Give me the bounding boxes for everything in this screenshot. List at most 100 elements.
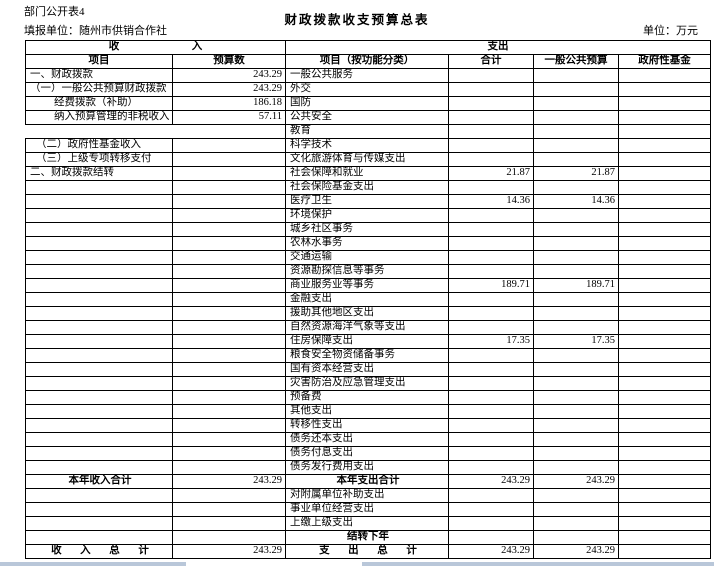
- expense-item-cell: 农林水事务: [285, 236, 449, 251]
- income-budget-cell: 243.29: [172, 82, 286, 97]
- col-header-income-budget: 预算数: [172, 54, 286, 69]
- expense-item-cell: 社会保障和就业: [285, 166, 449, 181]
- income-budget-cell: 243.29: [172, 68, 286, 83]
- expense-item-cell: 债务还本支出: [285, 432, 449, 447]
- expense-fund-cell: [618, 306, 711, 321]
- expense-fund-cell: [618, 390, 711, 405]
- col-header-gov-fund: 政府性基金: [618, 54, 711, 69]
- expense-fund-cell: [618, 418, 711, 433]
- expense-item-cell: 医疗卫生: [285, 194, 449, 209]
- expense-item-cell: 灾害防治及应急管理支出: [285, 376, 449, 391]
- expense-total-cell: [448, 292, 534, 307]
- bottom-scrollbar-segment-left[interactable]: [0, 562, 186, 566]
- expense-general-cell: [533, 306, 619, 321]
- income-item-cell: [25, 334, 173, 349]
- table-header-row-group: 收 入 支出: [25, 40, 711, 55]
- income-item-cell: （一）一般公共预算财政拨款: [25, 82, 173, 97]
- expense-general-cell: [533, 460, 619, 475]
- income-item-cell: [25, 124, 173, 139]
- budget-table: 收 入 支出 项目 预算数 项目（按功能分类） 合计 一般公共预算 政府性基金 …: [25, 40, 711, 559]
- table-row: （三）上级专项转移支付 文化旅游体育与传媒支出: [25, 152, 711, 167]
- col-header-total: 合计: [448, 54, 534, 69]
- expense-item-cell: 国有资本经营支出: [285, 362, 449, 377]
- expense-general-cell: [533, 376, 619, 391]
- income-item-cell: [25, 180, 173, 195]
- expense-total-cell: 243.29: [448, 544, 534, 559]
- expense-total-cell: [448, 180, 534, 195]
- expense-general-cell: [533, 418, 619, 433]
- expense-general-cell: [533, 292, 619, 307]
- expense-fund-cell: [618, 138, 711, 153]
- expense-fund-cell: [618, 348, 711, 363]
- expense-general-cell: [533, 446, 619, 461]
- expense-general-cell: [533, 208, 619, 223]
- expense-item-cell: 事业单位经营支出: [285, 502, 449, 517]
- income-item-cell: 纳入预算管理的非税收入: [25, 110, 173, 125]
- expense-general-cell: [533, 124, 619, 139]
- income-item-cell: [25, 432, 173, 447]
- table-row: 国有资本经营支出: [25, 362, 711, 377]
- expense-general-cell: [533, 68, 619, 83]
- expense-total-cell: [448, 222, 534, 237]
- expense-fund-cell: [618, 166, 711, 181]
- table-row: 预备费: [25, 390, 711, 405]
- expense-item-cell: 社会保险基金支出: [285, 180, 449, 195]
- expense-total-cell: [448, 390, 534, 405]
- income-item-cell: [25, 222, 173, 237]
- expense-total-cell: [448, 362, 534, 377]
- expense-total-cell: 243.29: [448, 474, 534, 489]
- expense-item-cell: 城乡社区事务: [285, 222, 449, 237]
- expense-total-cell: [448, 306, 534, 321]
- bottom-scrollbar-segment-right[interactable]: [362, 562, 714, 566]
- expense-total-cell: [448, 82, 534, 97]
- expense-general-cell: [533, 180, 619, 195]
- expense-fund-cell: [618, 320, 711, 335]
- expense-general-cell: [533, 320, 619, 335]
- col-header-general-budget: 一般公共预算: [533, 54, 619, 69]
- expense-fund-cell: [618, 96, 711, 111]
- expense-item-cell: 债务发行费用支出: [285, 460, 449, 475]
- expense-total-cell: [448, 376, 534, 391]
- expense-total-cell: [448, 110, 534, 125]
- expense-section-header: 支出: [285, 40, 711, 55]
- income-item-cell: [25, 446, 173, 461]
- income-budget-cell: [172, 194, 286, 209]
- expense-item-cell: 预备费: [285, 390, 449, 405]
- expense-fund-cell: [618, 222, 711, 237]
- expense-fund-cell: [618, 124, 711, 139]
- table-row: 其他支出: [25, 404, 711, 419]
- expense-total-cell: [448, 236, 534, 251]
- expense-general-cell: [533, 82, 619, 97]
- income-item-cell: [25, 236, 173, 251]
- expense-total-cell: [448, 404, 534, 419]
- table-row: 事业单位经营支出: [25, 502, 711, 517]
- table-row: 转移性支出: [25, 418, 711, 433]
- table-row: 债务付息支出: [25, 446, 711, 461]
- expense-item-cell: 支 出 总 计: [285, 544, 449, 559]
- income-item-cell: [25, 502, 173, 517]
- income-item-cell: [25, 460, 173, 475]
- expense-item-cell: 自然资源海洋气象等支出: [285, 320, 449, 335]
- expense-fund-cell: [618, 68, 711, 83]
- expense-item-cell: 本年支出合计: [285, 474, 449, 489]
- income-item-cell: [25, 376, 173, 391]
- expense-item-cell: 教育: [285, 124, 449, 139]
- income-budget-cell: [172, 362, 286, 377]
- expense-fund-cell: [618, 516, 711, 531]
- income-budget-cell: [172, 222, 286, 237]
- income-budget-cell: [172, 418, 286, 433]
- expense-total-cell: [448, 264, 534, 279]
- expense-general-cell: [533, 488, 619, 503]
- expense-fund-cell: [618, 110, 711, 125]
- expense-general-cell: 21.87: [533, 166, 619, 181]
- expense-fund-cell: [618, 530, 711, 545]
- income-budget-cell: [172, 124, 286, 139]
- expense-total-cell: [448, 530, 534, 545]
- expense-general-cell: 243.29: [533, 544, 619, 559]
- income-budget-cell: 186.18: [172, 96, 286, 111]
- income-item-cell: [25, 306, 173, 321]
- report-unit-label: 填报单位：随州市供销合作社: [24, 25, 167, 37]
- table-row: 灾害防治及应急管理支出: [25, 376, 711, 391]
- expense-fund-cell: [618, 432, 711, 447]
